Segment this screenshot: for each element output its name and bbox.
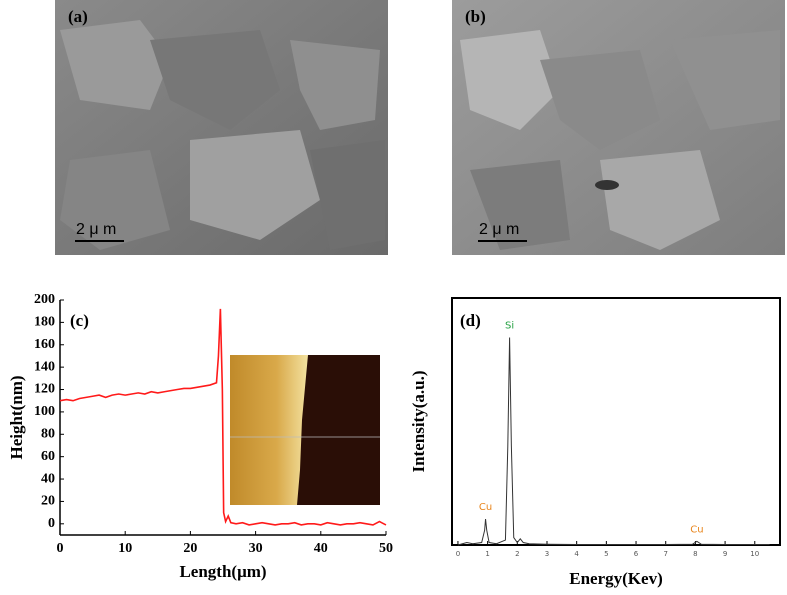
x-tick-label: 5 <box>604 550 608 558</box>
y-tick-label: 40 <box>41 471 55 486</box>
x-tick-label: 7 <box>663 550 667 558</box>
panel-label: (b) <box>465 7 486 26</box>
x-tick-label: 50 <box>379 541 393 556</box>
x-tick-label: 30 <box>249 541 263 556</box>
x-tick-label: 40 <box>314 541 328 556</box>
x-tick-label: 6 <box>634 550 639 558</box>
x-tick-label: 1 <box>485 550 489 558</box>
peak-label: Cu <box>479 502 492 513</box>
x-tick-label: 20 <box>183 541 197 556</box>
x-tick-label: 8 <box>693 550 697 558</box>
sem-image-b: (b) 2 μ m <box>452 0 785 255</box>
y-tick-label: 20 <box>41 494 55 509</box>
x-tick-label: 4 <box>574 550 579 558</box>
data-line <box>59 308 387 526</box>
x-tick-label: 9 <box>723 550 727 558</box>
y-tick-label: 100 <box>34 404 55 419</box>
x-tick-label: 10 <box>750 550 759 558</box>
x-tick-label: 10 <box>118 541 132 556</box>
y-tick-label: 180 <box>34 315 55 330</box>
y-tick-label: 200 <box>34 292 55 307</box>
peak-label: Si <box>505 321 514 332</box>
x-tick-label: 3 <box>545 550 549 558</box>
x-axis-label: Energy(Kev) <box>569 569 662 588</box>
x-tick-label: 0 <box>57 541 64 556</box>
x-tick-label: 2 <box>515 550 519 558</box>
peak-label: Cu <box>690 524 703 535</box>
y-axis-label: Intensity(a.u.) <box>409 370 428 472</box>
afm-inset <box>230 355 380 505</box>
y-tick-label: 80 <box>41 427 55 442</box>
y-axis-label: Height(nm) <box>7 375 26 459</box>
y-tick-label: 140 <box>34 359 55 374</box>
y-tick-label: 60 <box>41 449 55 464</box>
x-tick-label: 0 <box>456 550 460 558</box>
scale-bar-label: 2 μ m <box>479 221 519 238</box>
panel-label: (a) <box>68 7 88 26</box>
plot-frame <box>451 297 781 546</box>
panel-label: (c) <box>70 311 89 330</box>
scale-bar-label: 2 μ m <box>76 221 116 238</box>
x-axis-label: Length(μm) <box>179 562 266 581</box>
y-tick-label: 0 <box>48 516 55 531</box>
sem-image-a: (a) 2 μ m <box>55 0 388 255</box>
y-tick-label: 120 <box>34 382 55 397</box>
panel-label: (d) <box>460 311 481 330</box>
y-tick-label: 160 <box>34 337 55 352</box>
data-line <box>457 337 770 546</box>
